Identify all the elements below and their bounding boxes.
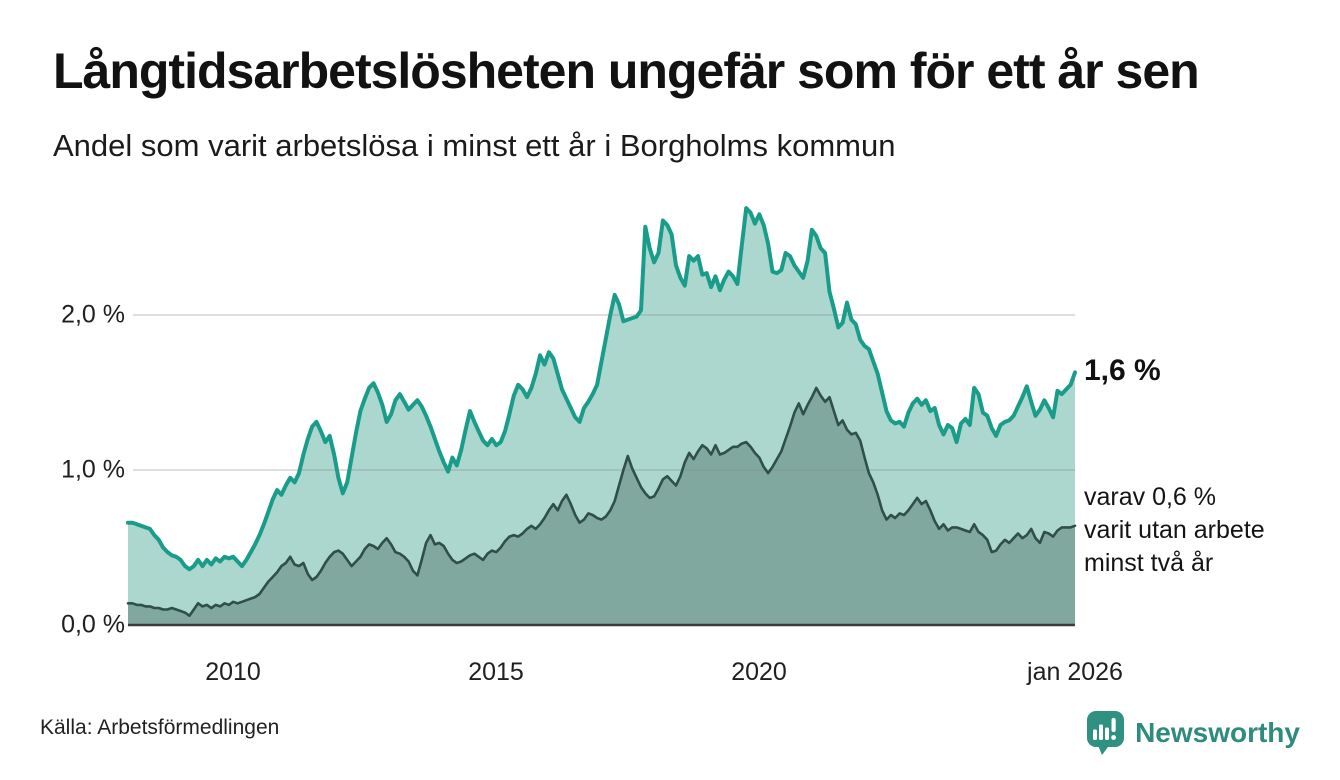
newsworthy-logo: Newsworthy xyxy=(1086,710,1300,756)
chart-series-lines xyxy=(126,206,1077,617)
newsworthy-logo-text: Newsworthy xyxy=(1135,717,1300,748)
chart-gridlines xyxy=(133,314,1075,471)
x-axis-label-jan-2026: jan 2026 xyxy=(1027,658,1123,686)
secondary-annotation-line-1: varav 0,6 % xyxy=(1084,483,1217,511)
y-axis-label-1: 1,0 % xyxy=(61,455,125,484)
x-axis-label-2020: 2020 xyxy=(731,658,787,686)
y-axis-label-0: 0,0 % xyxy=(61,610,125,639)
x-axis-label-2015: 2015 xyxy=(468,658,524,686)
y-axis-label-2: 2,0 % xyxy=(61,300,125,329)
chart-area-fills xyxy=(128,208,1075,625)
secondary-annotation-line-2: varit utan arbete xyxy=(1084,516,1265,544)
secondary-annotation-line-3: minst två år xyxy=(1084,549,1214,577)
secondary-series-annotation: varav 0,6 % varit utan arbete minst två … xyxy=(1084,481,1265,580)
source-credit: Källa: Arbetsförmedlingen xyxy=(40,716,280,739)
series-end-value-label: 1,6 % xyxy=(1084,354,1161,387)
x-axis-label-2010: 2010 xyxy=(205,658,261,686)
page-title: Långtidsarbetslösheten ungefär som för e… xyxy=(53,43,1200,99)
newsworthy-logo-icon xyxy=(1087,711,1125,755)
page-subtitle: Andel som varit arbetslösa i minst ett å… xyxy=(53,128,896,163)
